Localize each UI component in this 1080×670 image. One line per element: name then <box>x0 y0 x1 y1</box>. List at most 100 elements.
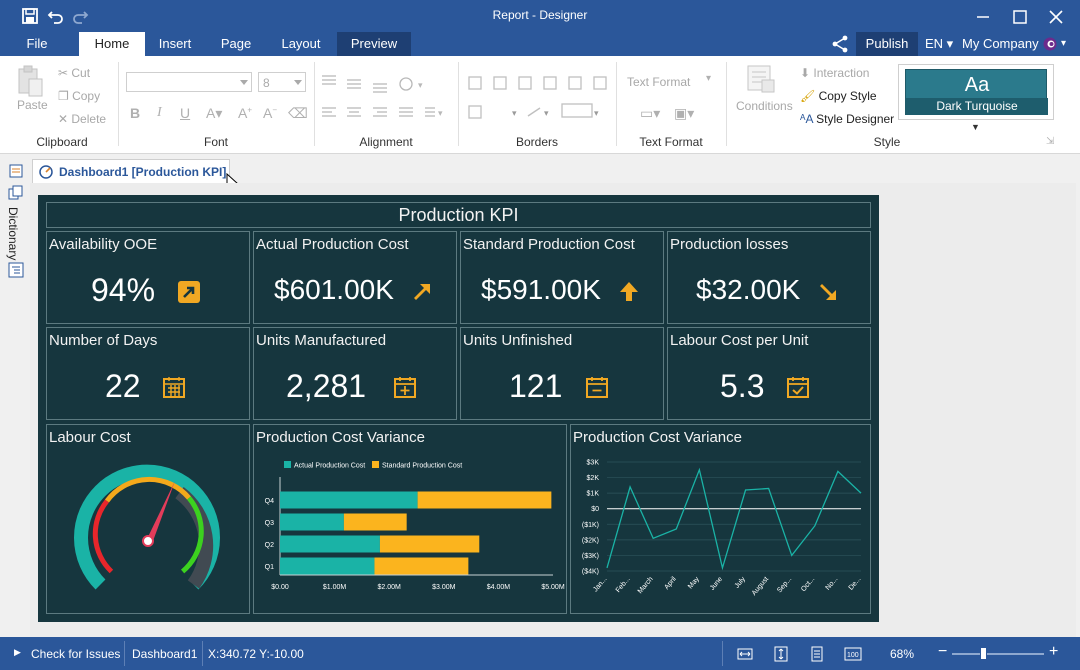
legend-label: Standard Production Cost <box>382 463 462 470</box>
page-indicator[interactable]: Dashboard1 <box>132 647 198 661</box>
zoom-slider-thumb[interactable] <box>980 647 987 660</box>
kpi-card[interactable]: Availability OOE 94% <box>46 231 250 324</box>
x-tick-label: July <box>734 575 748 589</box>
copy-button[interactable]: ❐ Copy <box>58 89 100 103</box>
style-preview[interactable]: Aa Dark Turquoise <box>905 69 1048 115</box>
kpi-card[interactable]: Units Unfinished 121 <box>460 327 664 420</box>
dashboard[interactable]: Production KPI Availability OOE 94% Actu… <box>38 195 879 622</box>
gallery-expand-icon[interactable]: ▼ <box>971 122 980 132</box>
font-color-icon[interactable]: A▾ <box>206 105 223 121</box>
window-title: Report - Designer <box>492 8 588 22</box>
font-family-combo[interactable] <box>126 72 252 92</box>
fit-width-icon[interactable] <box>737 646 753 662</box>
minimize-icon[interactable] <box>972 6 994 28</box>
zoom-slider[interactable] <box>952 653 1044 655</box>
tab-home[interactable]: Home <box>79 32 145 56</box>
gauge-red-band <box>92 499 114 574</box>
publish-button[interactable]: Publish <box>856 32 918 56</box>
bar-chart-title: Production Cost Variance <box>256 429 425 446</box>
bold-icon[interactable]: B <box>130 105 141 121</box>
format-icon[interactable]: ▣▾ <box>674 105 695 121</box>
line-chart-card[interactable]: Production Cost Variance $3K $2K $1K $0 ($1K… <box>570 424 871 614</box>
report-tree-icon[interactable] <box>8 163 24 179</box>
gauge-track <box>74 464 220 590</box>
properties-icon[interactable] <box>8 262 24 278</box>
tab-dashboard1[interactable]: Dashboard1 [Production KPI] <box>32 159 230 183</box>
kpi-value: $601.00K <box>274 274 394 305</box>
paste-button[interactable]: Paste <box>17 98 48 112</box>
underline-icon[interactable]: U <box>180 105 191 121</box>
italic-icon[interactable]: I <box>157 105 162 120</box>
chevron-right-icon[interactable]: ▶ <box>14 647 21 657</box>
share-icon[interactable] <box>830 35 850 53</box>
bar-chart[interactable]: Actual Production Cost Standard Productio… <box>254 453 566 613</box>
chevron-down-icon[interactable]: ▾ <box>1061 38 1067 49</box>
delete-button[interactable]: ✕ Delete <box>58 112 106 126</box>
avatar[interactable] <box>1043 37 1057 51</box>
whole-page-icon[interactable] <box>809 646 825 662</box>
actual-size-icon[interactable]: 100 <box>844 646 862 662</box>
style-gallery[interactable]: Aa Dark Turquoise <box>898 64 1054 120</box>
calendar-check-icon <box>787 377 809 398</box>
kpi-value: $32.00K <box>696 274 801 305</box>
arrow-up-right-icon <box>414 284 430 300</box>
kpi-card[interactable]: Labour Cost per Unit 5.3 <box>667 327 871 420</box>
shrink-font-icon[interactable]: A− <box>263 105 278 121</box>
tab-insert[interactable]: Insert <box>158 36 192 51</box>
fit-height-icon[interactable] <box>773 646 789 662</box>
category-label: Q4 <box>265 498 274 505</box>
border-icons[interactable]: ▾ ▾ ▾ <box>466 74 616 122</box>
pages-icon[interactable] <box>8 185 24 201</box>
tab-page[interactable]: Page <box>220 36 252 51</box>
undo-icon[interactable] <box>46 6 66 26</box>
eraser-icon[interactable]: ⌫ <box>288 105 308 121</box>
conditions-icon[interactable] <box>744 64 778 94</box>
maximize-icon[interactable] <box>1009 6 1031 28</box>
check-issues-button[interactable]: Check for Issues <box>31 647 121 661</box>
font-size-combo[interactable]: 8 <box>258 72 306 92</box>
language-selector[interactable]: EN ▾ <box>925 36 954 51</box>
gauge-card[interactable]: Labour Cost <box>46 424 250 614</box>
bar-segment <box>280 513 344 531</box>
line-chart[interactable]: $3K $2K $1K $0 ($1K) ($2K) ($3K) ($4K)Jan... Feb… <box>571 453 870 613</box>
paste-icon[interactable] <box>16 64 44 98</box>
close-icon[interactable] <box>1045 6 1067 28</box>
redo-icon[interactable] <box>70 6 90 26</box>
bar-chart-card[interactable]: Production Cost Variance Actual Producti… <box>253 424 567 614</box>
tab-layout[interactable]: Layout <box>281 36 321 51</box>
zoom-in-icon[interactable]: + <box>1049 643 1059 660</box>
tab-preview[interactable]: Preview <box>337 32 411 56</box>
kpi-card[interactable]: Standard Production Cost $591.00K <box>460 231 664 324</box>
kpi-title: Number of Days <box>49 332 158 349</box>
company-label: My Company <box>962 36 1039 51</box>
grow-font-icon[interactable]: A+ <box>238 105 253 121</box>
zoom-out-icon[interactable]: − <box>938 643 948 660</box>
cut-button[interactable]: ✂ Cut <box>58 66 90 80</box>
dialog-launcher-icon[interactable]: ⇲ <box>1046 136 1055 147</box>
category-label: Q3 <box>265 520 274 527</box>
chevron-down-icon[interactable]: ▾ <box>706 73 712 84</box>
number-format-icon[interactable]: ▭▾ <box>640 105 661 121</box>
kpi-card[interactable]: Production losses $32.00K <box>667 231 871 324</box>
divider <box>314 62 315 146</box>
save-icon[interactable] <box>20 6 40 26</box>
kpi-value: 5.3 <box>720 368 765 404</box>
dashboard-title[interactable]: Production KPI <box>46 202 871 228</box>
delete-label: Delete <box>71 112 107 126</box>
kpi-card[interactable]: Number of Days 22 <box>46 327 250 420</box>
copy-style-button[interactable]: 🖌 Copy Style <box>800 89 877 103</box>
x-tick-label: March <box>637 576 655 595</box>
file-menu[interactable]: File <box>26 36 48 51</box>
kpi-card[interactable]: Units Manufactured 2,281 <box>253 327 457 420</box>
conditions-button[interactable]: Conditions <box>736 99 793 113</box>
alignment-icons[interactable]: ▾ ▾ <box>320 70 450 136</box>
kpi-card[interactable]: Actual Production Cost $601.00K <box>253 231 457 324</box>
dictionary-tab[interactable]: Dictionary <box>0 207 20 260</box>
company-selector[interactable]: My Company <box>962 32 1039 56</box>
interaction-button[interactable]: ⬇ Interaction <box>800 66 869 80</box>
text-format-combo[interactable]: Text Format <box>627 75 690 89</box>
x-tick-label: $4.00M <box>487 584 511 591</box>
x-tick-label: Feb... <box>615 576 632 594</box>
divider <box>202 641 203 666</box>
style-designer-button[interactable]: ᴬA Style Designer <box>800 112 894 126</box>
